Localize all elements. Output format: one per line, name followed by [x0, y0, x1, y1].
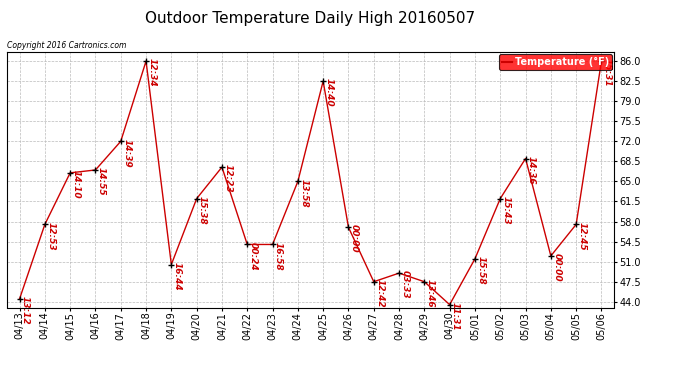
- Text: 15:43: 15:43: [502, 196, 511, 225]
- Text: 12:53: 12:53: [46, 222, 55, 250]
- Text: 15:58: 15:58: [476, 256, 485, 285]
- Text: 14:10: 14:10: [72, 170, 81, 199]
- Text: 14:39: 14:39: [122, 138, 131, 167]
- Text: 14:55: 14:55: [97, 167, 106, 196]
- Text: 12:23: 12:23: [224, 164, 233, 193]
- Text: 15:38: 15:38: [198, 196, 207, 225]
- Text: 14:36: 14:36: [527, 156, 536, 184]
- Text: 12:42: 12:42: [375, 279, 384, 308]
- Text: 16:44: 16:44: [172, 262, 181, 290]
- Text: 11:31: 11:31: [451, 302, 460, 330]
- Text: 13:58: 13:58: [299, 178, 308, 207]
- Text: 00:24: 00:24: [248, 242, 257, 270]
- Text: Copyright 2016 Cartronics.com: Copyright 2016 Cartronics.com: [7, 41, 126, 50]
- Text: 15:31: 15:31: [603, 58, 612, 87]
- Text: 13:46: 13:46: [426, 279, 435, 308]
- Text: 12:34: 12:34: [148, 58, 157, 87]
- Text: 03:33: 03:33: [400, 270, 409, 299]
- Legend: Temperature (°F): Temperature (°F): [500, 54, 612, 70]
- Text: 14:40: 14:40: [324, 78, 333, 107]
- Text: 12:45: 12:45: [578, 222, 586, 250]
- Text: 00:00: 00:00: [350, 225, 359, 253]
- Text: Outdoor Temperature Daily High 20160507: Outdoor Temperature Daily High 20160507: [146, 11, 475, 26]
- Text: 16:58: 16:58: [274, 242, 283, 270]
- Text: 00:00: 00:00: [552, 253, 561, 282]
- Text: 13:12: 13:12: [21, 296, 30, 325]
